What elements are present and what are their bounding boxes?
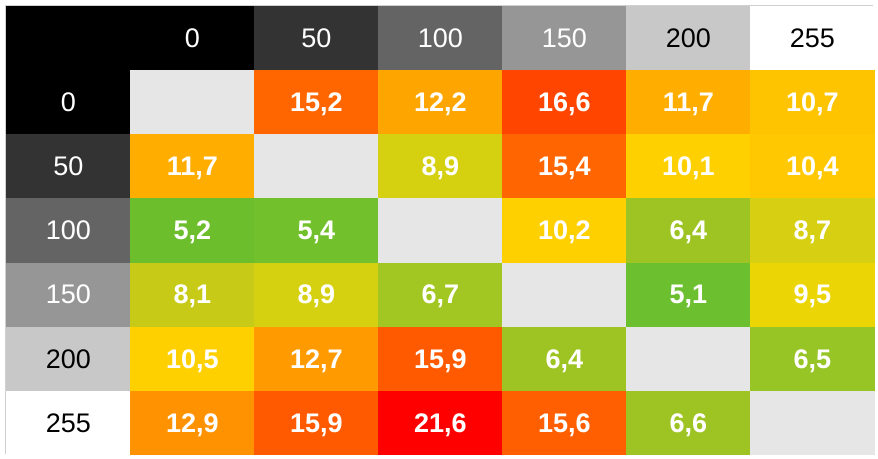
heatmap-cell: 21,6 bbox=[378, 390, 503, 456]
heatmap-cell: 8,1 bbox=[130, 262, 255, 328]
heatmap-cell: 15,9 bbox=[378, 326, 503, 392]
heatmap-cell: 10,4 bbox=[750, 134, 875, 199]
row-header: 200 bbox=[6, 326, 131, 392]
heatmap-cell: 6,5 bbox=[750, 326, 875, 392]
diagonal-cell bbox=[130, 70, 255, 135]
heatmap-cell: 16,6 bbox=[502, 70, 627, 135]
heatmap-cell: 15,4 bbox=[502, 134, 627, 199]
heatmap-cell: 12,2 bbox=[378, 70, 503, 135]
row-header: 150 bbox=[6, 262, 131, 328]
row-header: 255 bbox=[6, 390, 131, 456]
heatmap-cell: 10,7 bbox=[750, 70, 875, 135]
heatmap-cell: 15,2 bbox=[254, 70, 379, 135]
heatmap-cell: 8,7 bbox=[750, 198, 875, 264]
column-header: 50 bbox=[254, 6, 379, 71]
heatmap-cell: 10,5 bbox=[130, 326, 255, 392]
heatmap-cell: 5,4 bbox=[254, 198, 379, 264]
heatmap-cell: 8,9 bbox=[254, 262, 379, 328]
heatmap-cell: 6,4 bbox=[626, 198, 751, 264]
column-header: 0 bbox=[130, 6, 255, 71]
heatmap-cell: 6,6 bbox=[626, 390, 751, 456]
column-header: 150 bbox=[502, 6, 627, 71]
heatmap-cell: 8,9 bbox=[378, 134, 503, 199]
diagonal-cell bbox=[254, 134, 379, 199]
heatmap-cell: 10,1 bbox=[626, 134, 751, 199]
diagonal-cell bbox=[750, 390, 875, 456]
heatmap-cell: 5,2 bbox=[130, 198, 255, 264]
heatmap-cell: 15,9 bbox=[254, 390, 379, 456]
heatmap-cell: 5,1 bbox=[626, 262, 751, 328]
heatmap-cell: 10,2 bbox=[502, 198, 627, 264]
row-header: 0 bbox=[6, 70, 131, 135]
heatmap-cell: 9,5 bbox=[750, 262, 875, 328]
row-header: 50 bbox=[6, 134, 131, 199]
heatmap-cell: 15,6 bbox=[502, 390, 627, 456]
heatmap-cell: 12,7 bbox=[254, 326, 379, 392]
heatmap-cell: 11,7 bbox=[626, 70, 751, 135]
row-header: 100 bbox=[6, 198, 131, 264]
column-header: 200 bbox=[626, 6, 751, 71]
heatmap-cell: 6,7 bbox=[378, 262, 503, 328]
diagonal-cell bbox=[502, 262, 627, 328]
heatmap-cell: 11,7 bbox=[130, 134, 255, 199]
corner-cell bbox=[6, 6, 131, 71]
column-header: 100 bbox=[378, 6, 503, 71]
diagonal-cell bbox=[378, 198, 503, 264]
heatmap-cell: 12,9 bbox=[130, 390, 255, 456]
column-header: 255 bbox=[750, 6, 875, 71]
heatmap-cell: 6,4 bbox=[502, 326, 627, 392]
heatmap-chart: 0 50 100 150 200 255 0 15,2 12,2 16,6 11,7 10,7 50 11… bbox=[5, 5, 875, 456]
diagonal-cell bbox=[626, 326, 751, 392]
